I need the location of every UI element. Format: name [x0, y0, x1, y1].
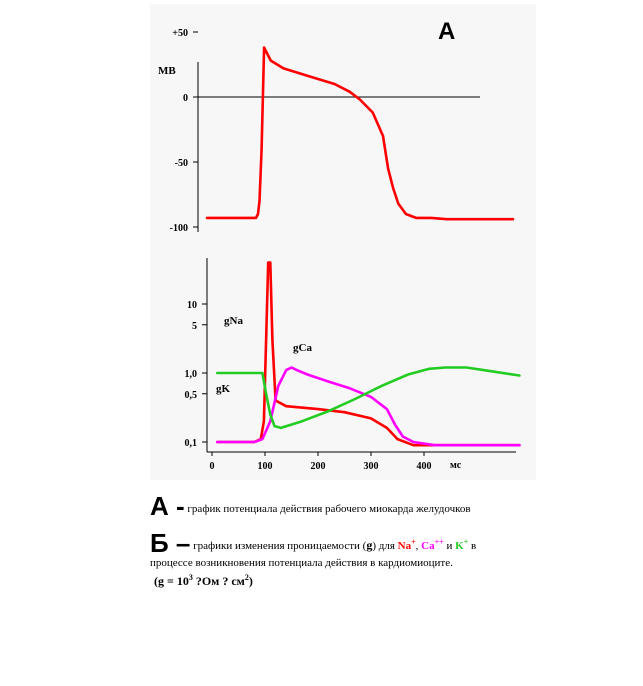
panel-b-y-tick-label: 5	[192, 321, 197, 332]
caption-letter-a: А -	[150, 491, 185, 521]
panel-a: А МВ +50 0 -50 -100	[158, 18, 515, 234]
panel-b-y-tick-label: 1,0	[185, 369, 198, 380]
caption-formula: (g = 103 ?Ом ? см2)	[154, 573, 253, 589]
panel-b-x-tick-label: 200	[311, 461, 326, 472]
panel-a-y-tick-label: 0	[183, 93, 188, 104]
series-line-gk	[216, 366, 521, 430]
caption-ca-sup: ++	[434, 537, 444, 547]
action-potential-line	[205, 46, 515, 221]
panel-b-y-tick-label: 10	[187, 300, 197, 311]
caption-line-1: А - график потенциала действия рабочего …	[150, 491, 471, 522]
formula-part-c: )	[248, 574, 253, 588]
caption-text-2b: ) для	[372, 540, 395, 552]
panel-b-y-tick-label: 0,1	[185, 438, 198, 449]
panel-b-x-axis-label: мс	[450, 460, 462, 471]
figure-background	[150, 4, 536, 480]
panel-a-label: А	[438, 18, 455, 45]
caption-text-1: график потенциала действия рабочего миок…	[187, 503, 471, 515]
caption-line-3: процессе возникновения потенциала действ…	[150, 557, 453, 569]
caption-text-2a: графики изменения проницаемости (	[193, 540, 367, 552]
panel-a-y-axis-label: МВ	[158, 65, 176, 77]
series-line-gna	[216, 261, 521, 447]
formula-part-b: ?Ом ? см	[195, 574, 245, 588]
caption-and: и	[446, 540, 453, 552]
caption-na: Na	[397, 540, 412, 552]
formula-sup-1: 3	[188, 573, 193, 582]
series-label-gk: gK	[216, 383, 231, 395]
caption-k-sup: +	[463, 537, 469, 547]
series-label-gna: gNa	[224, 315, 243, 327]
panel-a-y-tick-label: -100	[170, 223, 188, 234]
panel-b-y-tick-label: 0,5	[185, 390, 198, 401]
caption-k: K	[455, 540, 464, 552]
series-line-gca	[216, 366, 521, 447]
caption-tail: в	[471, 540, 477, 552]
panel-b: 10 5 1,0 0,5 0,1 0 100 200 300 400 мс gNa gCa gK	[185, 258, 521, 472]
panel-b-x-tick-label: 300	[364, 461, 379, 472]
caption-text-3: процессе возникновения потенциала действ…	[150, 557, 453, 569]
panel-b-x-tick-label: 100	[258, 461, 273, 472]
panel-b-x-tick-label: 400	[417, 461, 432, 472]
caption-line-2: Б – графики изменения проницаемости (g) …	[150, 528, 476, 559]
series-label-gca: gCa	[293, 342, 312, 354]
caption-ca: Ca	[421, 540, 435, 552]
caption-g-symbol: g	[366, 538, 373, 552]
panel-a-y-tick-label: -50	[175, 158, 188, 169]
caption-na-sup: +	[411, 537, 416, 547]
caption-letter-b: Б –	[150, 528, 191, 558]
formula-part-a: (g = 10	[154, 574, 189, 588]
figure-charts: А МВ +50 0 -50 -100 10 5 1,0 0,5 0,1 0 100 200 300…	[158, 18, 521, 472]
panel-b-x-tick-label: 0	[210, 461, 215, 472]
panel-a-y-tick-label: +50	[172, 28, 188, 39]
formula-sup-2: 2	[244, 573, 249, 582]
caption-sep: ,	[415, 540, 419, 552]
